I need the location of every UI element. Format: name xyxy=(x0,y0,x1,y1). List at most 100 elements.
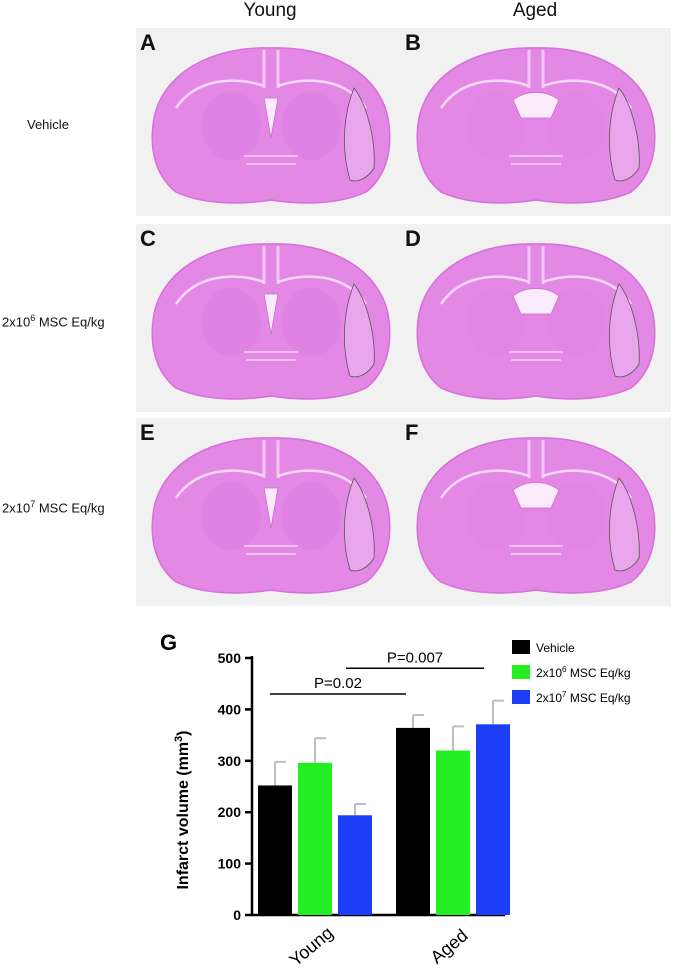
bar xyxy=(476,724,510,915)
legend-label-exponent: 7 xyxy=(562,690,567,699)
striatum-left xyxy=(201,288,261,356)
ventricle xyxy=(263,97,279,139)
y-tick-label: 300 xyxy=(218,753,242,769)
midline-fissure xyxy=(527,246,545,284)
brain-section-image xyxy=(416,47,656,204)
panel-letter: C xyxy=(140,226,156,251)
midline-fissure xyxy=(262,246,280,284)
y-axis-label-exponent: 3 xyxy=(173,736,185,742)
cortex-outline xyxy=(416,437,656,594)
significance-label: P=0.007 xyxy=(387,649,443,666)
cortex-outline xyxy=(416,243,656,400)
legend-swatch xyxy=(512,665,530,679)
row-label-low-dose: 2x106 MSC Eq/kg xyxy=(2,314,105,330)
cortex-outline xyxy=(416,47,656,204)
striatum-right xyxy=(546,288,606,356)
anterior-commissure xyxy=(244,545,298,555)
panel-b: B xyxy=(401,28,671,216)
row-label-unit: MSC Eq/kg xyxy=(35,314,105,330)
panel-e: E xyxy=(136,418,406,606)
striatum-right xyxy=(281,288,341,356)
y-axis-label: Infarct volume (mm3) xyxy=(173,730,192,889)
infarct-outline xyxy=(609,283,640,378)
legend-label-exponent: 6 xyxy=(562,665,567,674)
panel-f: F xyxy=(401,418,671,606)
brain-section xyxy=(416,243,656,400)
row-label-base: 2x10 xyxy=(2,500,31,516)
striatum-right xyxy=(546,92,606,160)
anterior-commissure xyxy=(509,351,563,361)
legend-label: 2x106 MSC Eq/kg xyxy=(536,665,631,680)
x-tick-label: Aged xyxy=(427,925,472,967)
brain-section xyxy=(416,47,656,204)
chart-annotations: P=0.02 P=0.007 xyxy=(270,649,484,695)
anterior-commissure xyxy=(244,155,298,165)
panel-c: C xyxy=(136,224,406,412)
striatum-left xyxy=(466,288,526,356)
striatum-right xyxy=(281,482,341,550)
brain-section-image xyxy=(151,243,391,400)
panel-letter-g: G xyxy=(160,630,177,655)
infarct-outline xyxy=(344,283,375,378)
significance-label: P=0.02 xyxy=(314,675,362,692)
midline-fissure xyxy=(527,50,545,88)
ventricle xyxy=(263,293,279,335)
x-tick-label: Young xyxy=(285,923,336,971)
striatum-left xyxy=(466,92,526,160)
ventricle xyxy=(263,487,279,529)
anterior-commissure xyxy=(244,351,298,361)
ventricle xyxy=(512,288,560,315)
infarct-outline xyxy=(344,87,375,182)
striatum-left xyxy=(466,482,526,550)
panel-letter: E xyxy=(140,420,155,445)
y-axis-label-close: ) xyxy=(175,730,192,735)
legend-label-base: 2x10 xyxy=(536,666,562,680)
brain-section-image xyxy=(416,243,656,400)
row-label-text: Vehicle xyxy=(27,117,69,132)
legend-label-base: 2x10 xyxy=(536,691,562,705)
infarct-outline xyxy=(344,477,375,572)
panel-a: A xyxy=(136,28,406,216)
ventricle xyxy=(512,92,560,119)
legend-label-base: Vehicle xyxy=(536,641,575,655)
brain-section xyxy=(416,437,656,594)
bar-chart-g: G Infarct volume (mm3) 0 100 200 300 400 500 Y… xyxy=(160,630,631,971)
legend-label-unit: MSC Eq/kg xyxy=(566,691,630,705)
brain-section xyxy=(151,437,391,594)
bar xyxy=(436,750,470,915)
row-label-vehicle: Vehicle xyxy=(27,118,69,131)
striatum-right xyxy=(281,92,341,160)
midline-fissure xyxy=(527,440,545,478)
y-tick-label: 200 xyxy=(218,804,242,820)
midline-fissure xyxy=(262,440,280,478)
row-label-base: 2x10 xyxy=(2,314,31,330)
brain-section-image xyxy=(416,437,656,594)
legend-swatch xyxy=(512,640,530,654)
panel-letter: F xyxy=(405,420,419,445)
column-header-aged: Aged xyxy=(512,0,558,21)
striatum-left xyxy=(201,92,261,160)
brain-section xyxy=(151,47,391,204)
y-axis-label-text: Infarct volume (mm xyxy=(175,742,192,890)
row-label-exponent: 7 xyxy=(30,499,36,509)
midline-fissure xyxy=(262,50,280,88)
y-tick-label: 500 xyxy=(218,650,242,666)
legend-label-unit: MSC Eq/kg xyxy=(566,666,630,680)
striatum-left xyxy=(201,482,261,550)
column-header-young: Young xyxy=(243,0,297,21)
row-label-high-dose: 2x107 MSC Eq/kg xyxy=(2,499,105,516)
anterior-commissure xyxy=(509,545,563,555)
panel-letter: B xyxy=(405,30,421,55)
bar xyxy=(258,785,292,915)
legend-label: 2x107 MSC Eq/kg xyxy=(536,690,631,705)
row-label-unit: MSC Eq/kg xyxy=(35,500,105,516)
panel-d: D xyxy=(401,224,671,412)
ventricle xyxy=(512,482,560,509)
panel-letter: D xyxy=(405,226,421,251)
brain-section-image xyxy=(151,437,391,594)
bar xyxy=(298,762,332,915)
bar xyxy=(338,815,372,915)
bar xyxy=(396,727,430,915)
y-tick-label: 100 xyxy=(218,856,242,872)
